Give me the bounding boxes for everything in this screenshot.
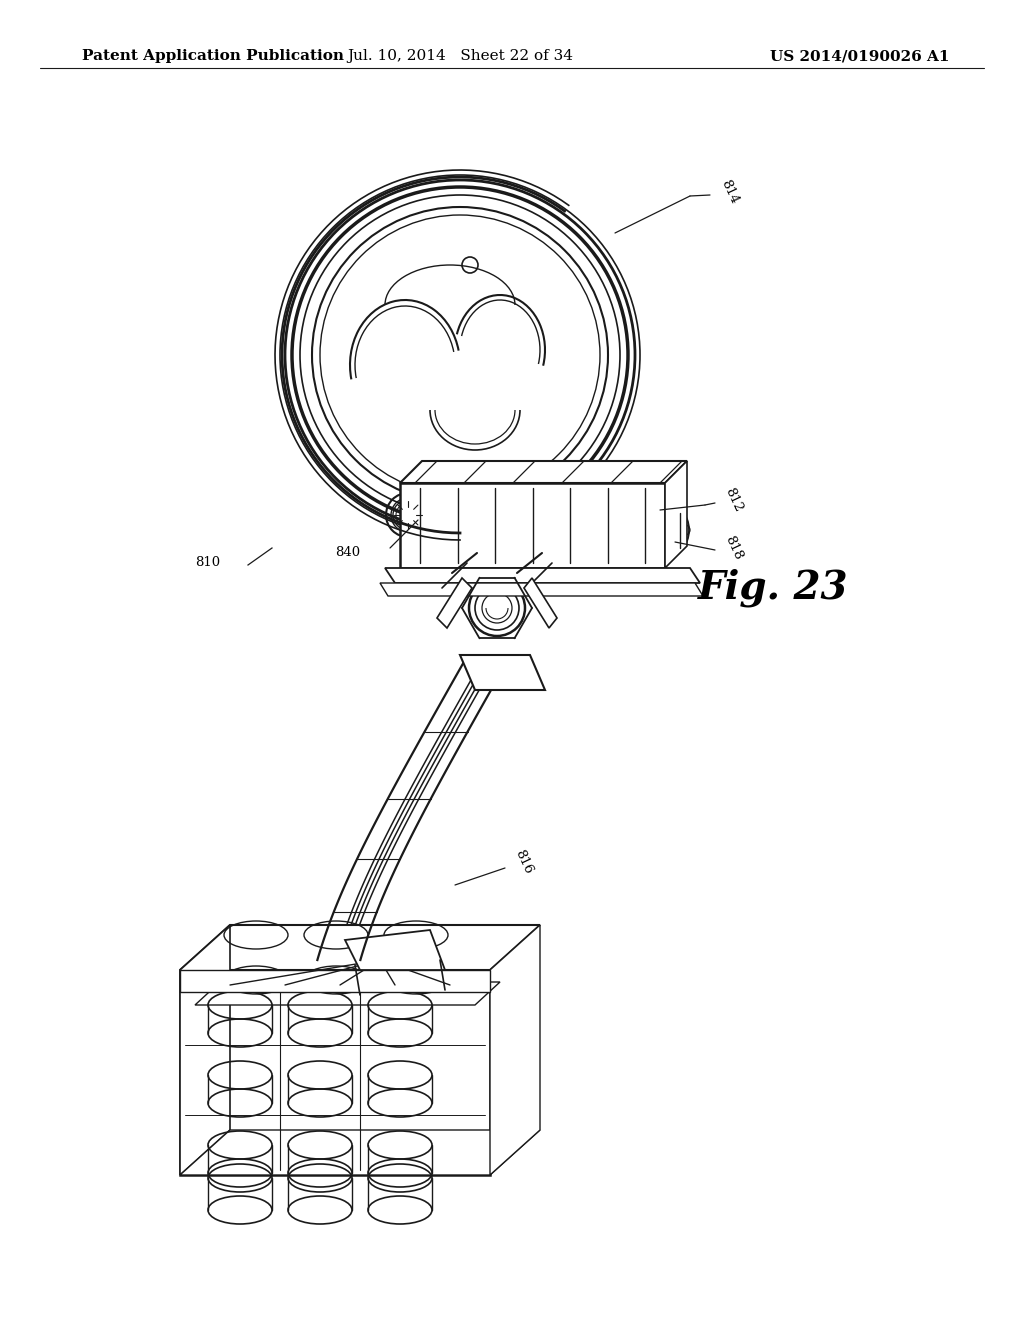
Polygon shape [180,970,490,993]
Polygon shape [490,925,540,1175]
Text: 816: 816 [512,847,535,876]
Text: Fig. 23: Fig. 23 [698,568,848,607]
Polygon shape [180,970,490,1175]
Polygon shape [345,931,445,970]
Polygon shape [180,925,540,970]
Text: US 2014/0190026 A1: US 2014/0190026 A1 [770,49,950,63]
Polygon shape [385,568,700,583]
Text: 818: 818 [722,533,744,562]
Text: Jul. 10, 2014   Sheet 22 of 34: Jul. 10, 2014 Sheet 22 of 34 [347,49,573,63]
Polygon shape [400,461,687,483]
Polygon shape [195,982,500,1005]
Polygon shape [524,578,557,628]
Polygon shape [665,461,687,568]
Polygon shape [400,483,665,568]
Text: Patent Application Publication: Patent Application Publication [82,49,344,63]
Text: 812: 812 [722,486,744,513]
Text: 840: 840 [335,546,360,560]
Polygon shape [180,925,230,1175]
Polygon shape [380,583,703,597]
Polygon shape [180,1130,540,1175]
Text: 810: 810 [195,556,220,569]
Text: 814: 814 [718,178,740,206]
Polygon shape [460,655,545,690]
Polygon shape [437,578,472,628]
